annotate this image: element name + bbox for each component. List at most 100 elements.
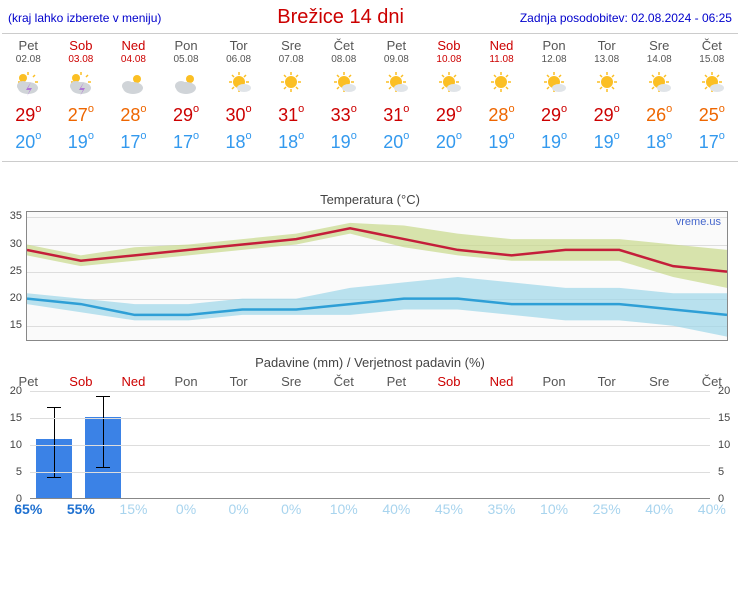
y-tick-label: 15 — [2, 319, 26, 331]
precip-probability: 15% — [107, 501, 160, 517]
day-name: Pet — [2, 38, 55, 53]
y-tick-label: 10 — [718, 439, 730, 451]
temp-high: 28o — [475, 105, 528, 126]
day-column: Sob10.08 29o 20o — [423, 38, 476, 153]
precip-probability: 0% — [265, 501, 318, 517]
y-tick-label: 20 — [2, 292, 26, 304]
temp-low: 20o — [423, 132, 476, 153]
day-date: 04.08 — [107, 54, 160, 65]
precip-day-label: Pon — [160, 374, 213, 389]
y-tick-label: 5 — [16, 466, 22, 478]
weather-icon — [107, 69, 160, 99]
weather-icon — [212, 69, 265, 99]
y-tick-label: 15 — [10, 412, 22, 424]
precip-day-label: Ned — [475, 374, 528, 389]
header: (kraj lahko izberete v meniju) Brežice 1… — [2, 4, 738, 31]
day-date: 09.08 — [370, 54, 423, 65]
y-tick-label: 25 — [2, 265, 26, 277]
y-tick-label: 35 — [2, 210, 26, 222]
precip-chart-title: Padavine (mm) / Verjetnost padavin (%) — [2, 355, 738, 370]
precip-probability: 40% — [633, 501, 686, 517]
precip-day-label: Pet — [370, 374, 423, 389]
temp-low: 20o — [2, 132, 55, 153]
temp-high: 29o — [423, 105, 476, 126]
day-name: Sre — [633, 38, 686, 53]
precip-probability: 10% — [528, 501, 581, 517]
day-name: Sob — [423, 38, 476, 53]
temp-low: 19o — [580, 132, 633, 153]
day-name: Čet — [686, 38, 739, 53]
temp-high: 29o — [580, 105, 633, 126]
day-name: Pon — [528, 38, 581, 53]
temp-low: 18o — [265, 132, 318, 153]
day-name: Tor — [212, 38, 265, 53]
precip-day-label: Pon — [528, 374, 581, 389]
weather-icon — [528, 69, 581, 99]
day-column: Pet09.0831o20o — [370, 38, 423, 153]
day-column: Pet02.0829o20o — [2, 38, 55, 153]
day-name: Sob — [55, 38, 108, 53]
day-date: 14.08 — [633, 54, 686, 65]
precip-bar-chart — [30, 391, 710, 499]
precip-day-label: Čet — [317, 374, 370, 389]
day-name: Pet — [370, 38, 423, 53]
y-tick-label: 0 — [16, 493, 22, 505]
weather-icon — [160, 69, 213, 99]
temperature-section: Temperatura (°C) 1520253035 vreme.us — [2, 192, 738, 341]
day-column: Sre14.0826o18o — [633, 38, 686, 153]
temp-low: 18o — [633, 132, 686, 153]
precip-probability: 40% — [686, 501, 739, 517]
y-tick-label: 20 — [10, 385, 22, 397]
temp-high: 31o — [265, 105, 318, 126]
precip-day-label: Tor — [212, 374, 265, 389]
weather-icon — [475, 69, 528, 99]
day-date: 05.08 — [160, 54, 213, 65]
y-tick-label: 15 — [718, 412, 730, 424]
temp-low: 18o — [212, 132, 265, 153]
day-column: Tor06.08 30o 18o — [212, 38, 265, 153]
precip-probability: 35% — [475, 501, 528, 517]
precip-probability: 10% — [317, 501, 370, 517]
day-date: 06.08 — [212, 54, 265, 65]
last-updated: Zadnja posodobitev: 02.08.2024 - 06:25 — [520, 11, 732, 25]
weather-icon — [317, 69, 370, 99]
day-name: Čet — [317, 38, 370, 53]
temp-high: 30o — [212, 105, 265, 126]
temp-high: 25o — [686, 105, 739, 126]
precip-y-axis-left: 05101520 — [2, 391, 26, 499]
day-date: 12.08 — [528, 54, 581, 65]
y-tick-label: 0 — [718, 493, 724, 505]
y-tick-label: 20 — [718, 385, 730, 397]
temp-y-axis: 1520253035 — [2, 211, 26, 341]
day-column: Ned11.0828o19o — [475, 38, 528, 153]
temp-low: 19o — [528, 132, 581, 153]
precip-probability: 65% — [2, 501, 55, 517]
day-date: 02.08 — [2, 54, 55, 65]
precip-day-label: Tor — [580, 374, 633, 389]
temp-high: 27o — [55, 105, 108, 126]
precip-probability: 55% — [55, 501, 108, 517]
page-title: Brežice 14 dni — [277, 6, 404, 29]
temp-high: 28o — [107, 105, 160, 126]
day-column: Ned04.0828o17o — [107, 38, 160, 153]
y-tick-label: 5 — [718, 466, 724, 478]
temp-chart: vreme.us — [26, 211, 728, 341]
weather-icon — [370, 69, 423, 99]
day-name: Ned — [107, 38, 160, 53]
day-column: Tor13.0829o19o — [580, 38, 633, 153]
weather-icon — [2, 69, 55, 99]
day-date: 08.08 — [317, 54, 370, 65]
day-name: Tor — [580, 38, 633, 53]
precip-probability: 0% — [212, 501, 265, 517]
precip-y-axis-right: 05101520 — [714, 391, 738, 499]
temp-high: 33o — [317, 105, 370, 126]
weather-icon — [423, 69, 476, 99]
y-tick-label: 10 — [10, 439, 22, 451]
precip-day-label: Ned — [107, 374, 160, 389]
day-date: 10.08 — [423, 54, 476, 65]
precip-day-label: Sob — [423, 374, 476, 389]
day-date: 03.08 — [55, 54, 108, 65]
weather-icon — [580, 69, 633, 99]
weather-icon — [686, 69, 739, 99]
precip-section: Padavine (mm) / Verjetnost padavin (%) P… — [2, 355, 738, 517]
